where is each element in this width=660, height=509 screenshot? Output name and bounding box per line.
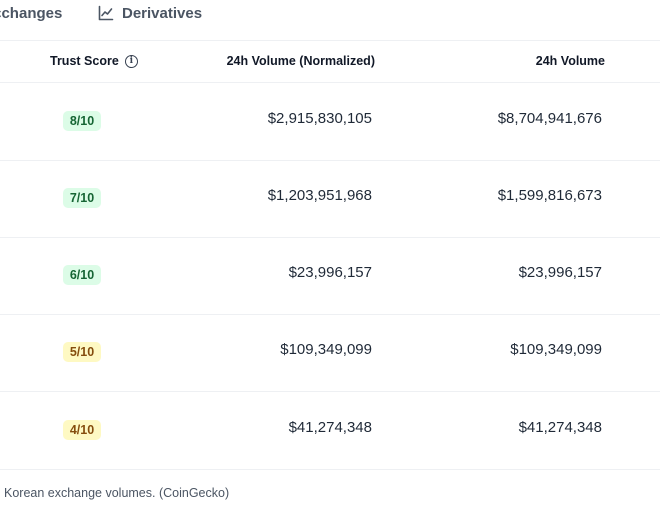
tab-exchanges[interactable]: ɛchanges [0,2,62,24]
divider [0,314,660,315]
volume-normalized-cell: $1,203,951,968 [267,187,372,204]
divider [0,82,660,83]
table-row: 7/10 $1,203,951,968 $1,599,816,673 [0,160,660,237]
header-volume-normalized[interactable]: 24h Volume (Normalized) [226,54,375,68]
divider [0,237,660,238]
divider [0,469,660,470]
divider [0,40,660,41]
trust-score-badge: 4/10 [63,420,101,440]
tab-derivatives[interactable]: Derivatives [98,2,202,24]
info-icon[interactable]: i [124,54,138,68]
volume-cell: $8,704,941,676 [497,110,602,127]
volume-normalized-cell: $109,349,099 [280,341,372,358]
divider [0,160,660,161]
header-volume[interactable]: 24h Volume [535,54,605,68]
trust-score-badge: 5/10 [63,342,101,362]
header-trust-score-label: Trust Score [50,54,119,68]
trust-score-badge: 8/10 [63,111,101,131]
divider [0,391,660,392]
volume-cell: $109,349,099 [510,341,602,358]
table-header: Trust Score i 24h Volume (Normalized) 24… [0,40,660,82]
tab-derivatives-label: Derivatives [122,4,203,22]
table-row: 8/10 $2,915,830,105 $8,704,941,676 [0,83,660,160]
volume-normalized-cell: $41,274,348 [288,419,372,436]
table-row: 4/10 $41,274,348 $41,274,348 [0,392,660,469]
table-row: 5/10 $109,349,099 $109,349,099 [0,314,660,391]
image-caption: Korean exchange volumes. (CoinGecko) [4,486,230,500]
table-row: 6/10 $23,996,157 $23,996,157 [0,237,660,314]
trust-score-badge: 6/10 [63,265,101,285]
tab-bar: ɛchanges Derivatives [0,0,660,30]
volume-cell: $23,996,157 [518,264,602,281]
volume-cell: $41,274,348 [518,419,602,436]
header-trust-score[interactable]: Trust Score i [50,40,138,82]
volume-normalized-cell: $2,915,830,105 [267,110,372,127]
volume-normalized-cell: $23,996,157 [288,264,372,281]
tab-exchanges-label: ɛchanges [0,4,63,22]
trust-score-badge: 7/10 [63,188,101,208]
volume-cell: $1,599,816,673 [497,187,602,204]
line-chart-icon [98,5,114,21]
